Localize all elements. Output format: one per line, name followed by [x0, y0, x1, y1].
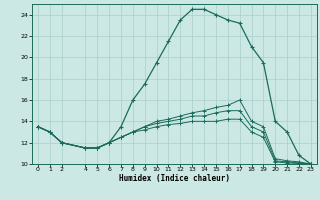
X-axis label: Humidex (Indice chaleur): Humidex (Indice chaleur)	[119, 174, 230, 183]
